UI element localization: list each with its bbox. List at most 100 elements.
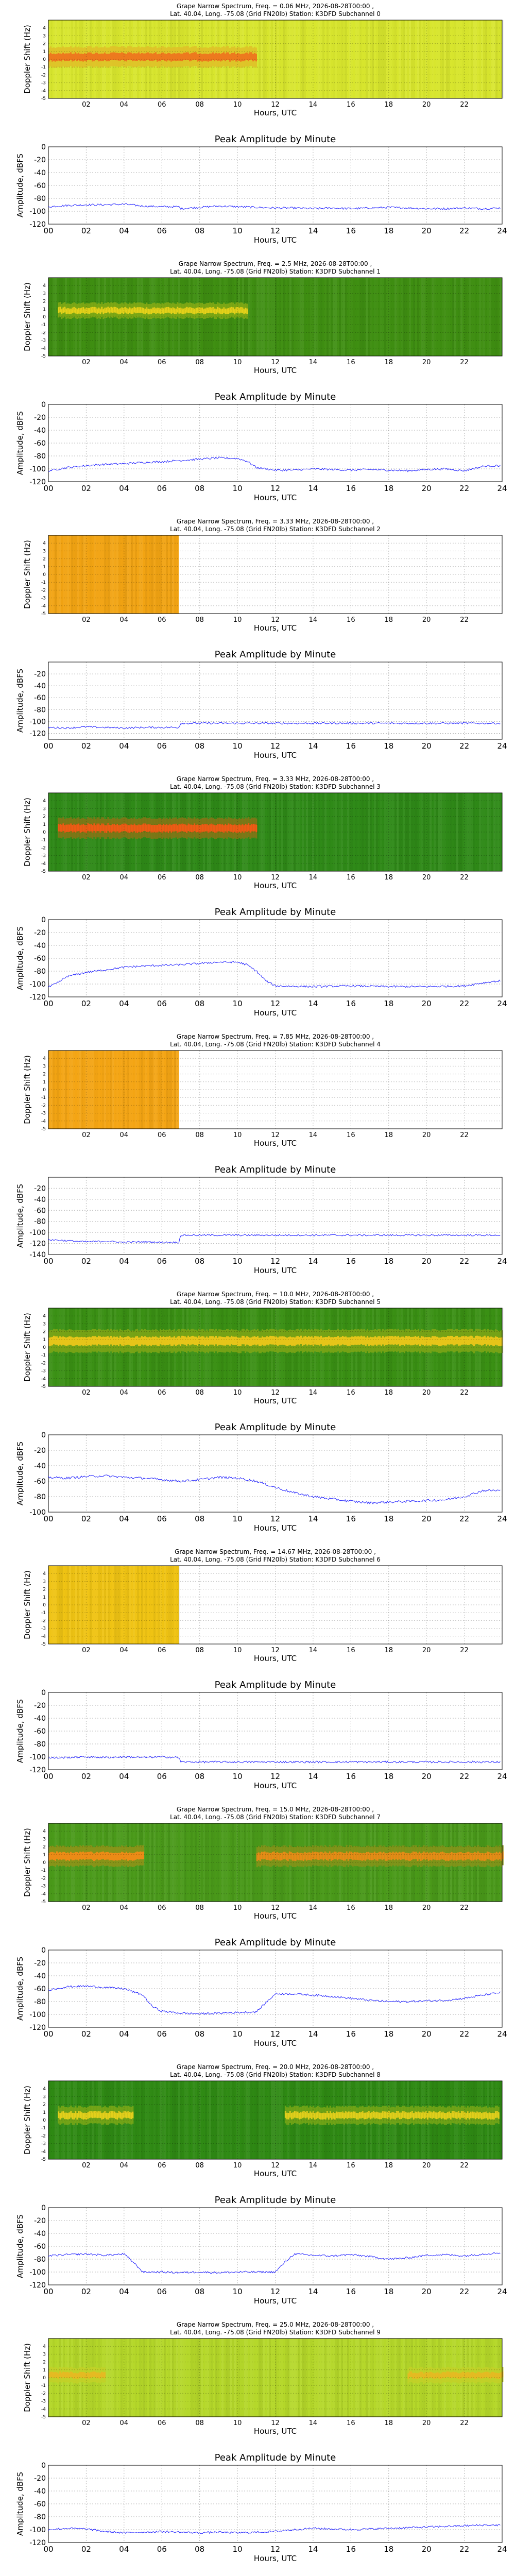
band-core bbox=[175, 1337, 177, 1346]
x-tick-label: 22 bbox=[460, 2162, 469, 2170]
band-core bbox=[449, 2372, 451, 2378]
band-core bbox=[200, 308, 202, 314]
band-core bbox=[308, 1336, 310, 1345]
band-core bbox=[79, 1337, 81, 1346]
band-core bbox=[96, 1852, 98, 1860]
band-core bbox=[181, 54, 183, 61]
band-core bbox=[85, 2373, 87, 2379]
spectrogram-stripe bbox=[312, 793, 314, 871]
x-tick-label: 04 bbox=[119, 226, 129, 235]
band-core bbox=[153, 1336, 155, 1346]
spectrogram-stripe bbox=[228, 2338, 230, 2417]
band-core bbox=[76, 2373, 78, 2379]
x-tick-label: 06 bbox=[158, 1131, 166, 1139]
y-tick-label: -2 bbox=[41, 1361, 46, 1366]
band-core bbox=[75, 308, 77, 314]
band-core bbox=[297, 2111, 299, 2119]
band-core bbox=[82, 1337, 84, 1346]
y-tick-label: 3 bbox=[43, 806, 46, 811]
band-core bbox=[451, 1852, 453, 1860]
band-core bbox=[98, 823, 100, 832]
band-core bbox=[215, 825, 217, 833]
x-axis-label: Hours, UTC bbox=[254, 881, 297, 890]
band-core bbox=[153, 53, 155, 61]
band-core bbox=[276, 1336, 277, 1345]
band-core bbox=[383, 1852, 385, 1860]
band-core bbox=[217, 53, 218, 61]
x-axis-label: Hours, UTC bbox=[254, 1654, 297, 1663]
band-core bbox=[338, 1852, 340, 1859]
band-core bbox=[337, 1336, 339, 1345]
band-core bbox=[218, 53, 220, 61]
band-core bbox=[457, 2111, 459, 2118]
band-core bbox=[433, 2111, 435, 2118]
spectrogram-stripe bbox=[275, 278, 277, 356]
band-core bbox=[228, 308, 230, 314]
band-core bbox=[85, 2113, 88, 2120]
band-core bbox=[318, 2112, 320, 2120]
spectrogram-background bbox=[48, 535, 179, 614]
band-core bbox=[494, 2372, 496, 2379]
band-core bbox=[360, 1335, 362, 1345]
band-core bbox=[109, 825, 111, 833]
y-tick-label: -5 bbox=[41, 1642, 46, 1647]
band-core bbox=[228, 823, 230, 831]
x-tick-label: 12 bbox=[271, 1904, 280, 1912]
band-core bbox=[408, 2112, 410, 2120]
x-tick-label: 00 bbox=[43, 1772, 53, 1781]
band-core bbox=[355, 1852, 357, 1860]
y-tick-label: 0 bbox=[41, 143, 46, 151]
band-core bbox=[144, 1336, 146, 1345]
x-tick-label: 04 bbox=[120, 359, 129, 366]
x-tick-label: 06 bbox=[158, 359, 166, 366]
band-core bbox=[487, 2113, 489, 2120]
band-core bbox=[313, 1337, 314, 1346]
x-tick-label: 06 bbox=[157, 1772, 167, 1781]
band-core bbox=[61, 309, 63, 315]
band-core bbox=[500, 1337, 501, 1346]
band-core bbox=[435, 2372, 437, 2379]
band-core bbox=[58, 1852, 59, 1860]
band-core bbox=[375, 1853, 377, 1861]
band-core bbox=[322, 1853, 324, 1861]
band-core bbox=[254, 823, 256, 832]
amplitude-title: Peak Amplitude by Minute bbox=[215, 392, 336, 402]
band-core bbox=[444, 2372, 447, 2379]
spectrogram-stripe bbox=[306, 793, 308, 871]
spectrogram-stripe bbox=[267, 278, 269, 356]
band-core bbox=[89, 2111, 91, 2118]
band-core bbox=[345, 2111, 347, 2118]
band-core bbox=[197, 824, 199, 832]
band-core bbox=[164, 53, 166, 61]
spectrogram-stripe bbox=[289, 278, 291, 356]
band-core bbox=[415, 2373, 417, 2379]
y-tick-label: -100 bbox=[29, 2268, 46, 2277]
band-core bbox=[418, 1852, 420, 1859]
spectrogram-stripe bbox=[456, 793, 458, 871]
band-core bbox=[221, 824, 224, 832]
band-core bbox=[310, 1853, 312, 1861]
y-tick-label: 4 bbox=[43, 1056, 46, 1061]
band-core bbox=[309, 2111, 311, 2119]
band-core bbox=[427, 1337, 428, 1346]
band-core bbox=[119, 53, 121, 61]
band-core bbox=[135, 1336, 136, 1345]
spectrogram-stripe bbox=[318, 20, 320, 98]
band-core bbox=[254, 53, 255, 61]
band-core bbox=[78, 308, 80, 314]
spectrogram-stripe bbox=[495, 278, 497, 356]
x-tick-label: 16 bbox=[346, 1514, 356, 1523]
y-tick-label: -1 bbox=[41, 1868, 46, 1873]
x-tick-label: 20 bbox=[422, 1772, 432, 1781]
band-core bbox=[211, 1336, 212, 1345]
x-tick-label: 08 bbox=[195, 874, 204, 882]
band-core bbox=[406, 1853, 408, 1860]
band-core bbox=[55, 1853, 56, 1861]
spectrogram-stripe bbox=[162, 1823, 164, 1902]
band-core bbox=[187, 1335, 189, 1345]
spectrogram-stripe bbox=[261, 793, 263, 871]
amplitude-title: Peak Amplitude by Minute bbox=[215, 2195, 336, 2206]
band-core bbox=[106, 2112, 108, 2120]
x-tick-label: 18 bbox=[384, 1131, 393, 1139]
